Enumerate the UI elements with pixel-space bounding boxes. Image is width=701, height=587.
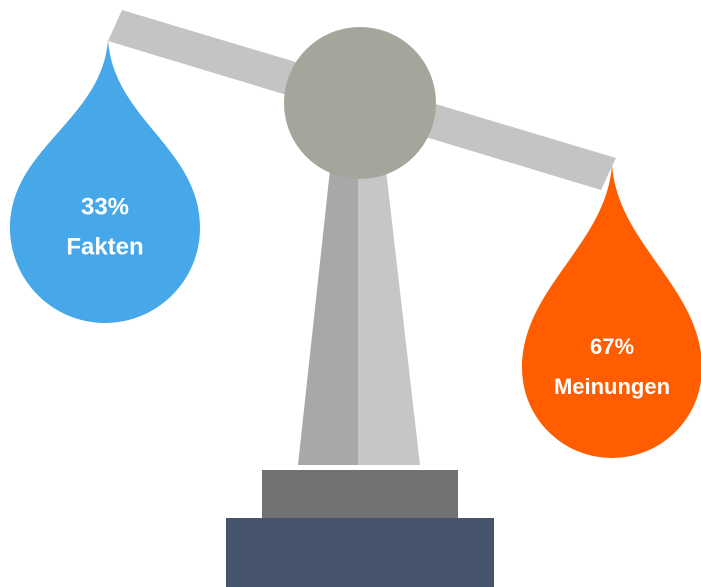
pillar-right	[358, 170, 420, 465]
drop	[522, 165, 701, 458]
drop-value: 67%	[590, 334, 634, 359]
drop-label: Meinungen	[554, 374, 670, 399]
base-bottom	[226, 518, 494, 587]
scale-infographic: 33% Fakten 67% Meinungen	[0, 0, 701, 587]
drop-label: Fakten	[66, 233, 143, 260]
pillar-left	[298, 170, 358, 465]
drop-value: 33%	[81, 193, 129, 220]
pivot	[284, 27, 436, 179]
base-top	[262, 470, 458, 519]
page: 33%Fakten67%Meinungen (() => { const dat…	[0, 0, 701, 587]
drop	[10, 40, 200, 323]
